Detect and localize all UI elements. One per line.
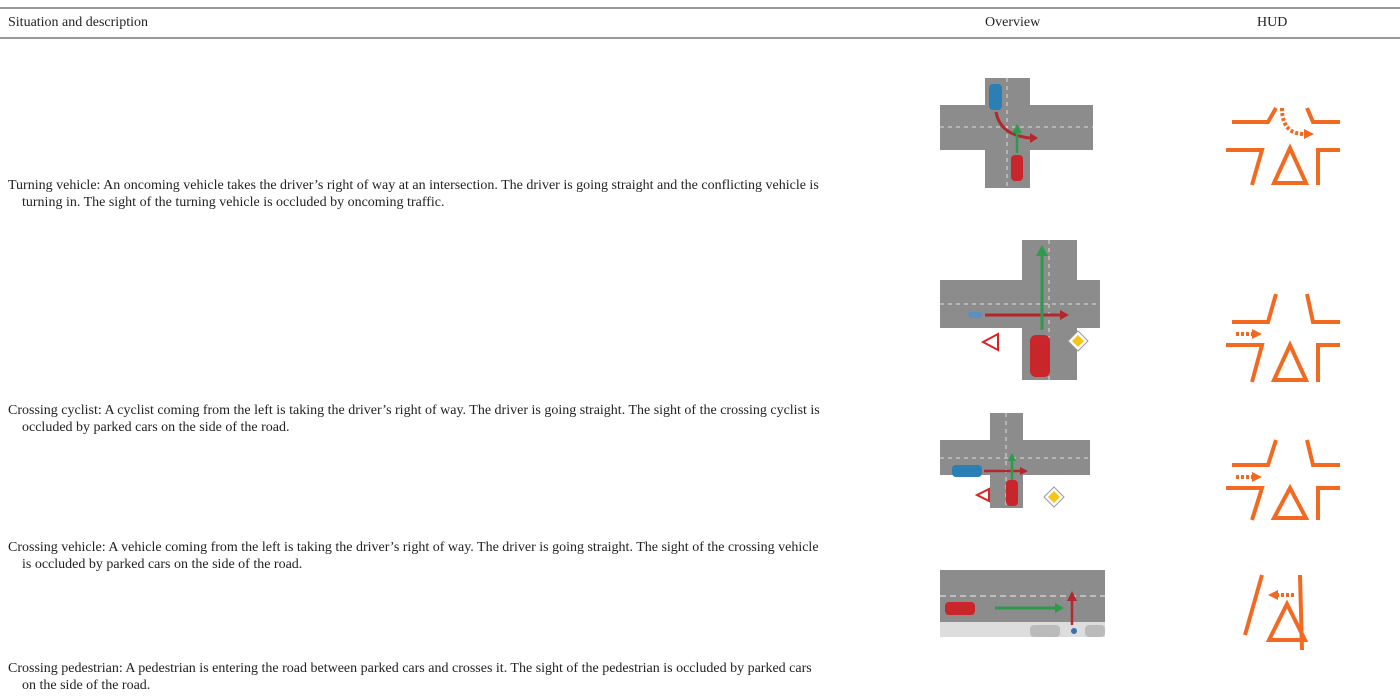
hud-crossing-vehicle [1226,439,1340,521]
row-description: Crossing pedestrian: A pedestrian is ent… [8,661,812,693]
hud-crossing-pedestrian [1243,574,1309,651]
header-cell: Overview [985,15,1041,30]
header-cell: HUD [1257,15,1288,30]
overview-crossing-pedestrian [940,570,1105,637]
row-description: Crossing vehicle: A vehicle coming from … [8,540,819,572]
overview-crossing-vehicle [940,413,1090,508]
row-description: Turning vehicle: An oncoming vehicle tak… [8,178,819,210]
header-cell: Situation and description [8,15,148,30]
hud-turning-vehicle [1226,107,1340,186]
hud-crossing-cyclist [1226,293,1340,383]
overview-crossing-cyclist [940,240,1100,380]
row-description: Crossing cyclist: A cyclist coming from … [8,403,820,435]
overview-turning-vehicle [940,78,1093,188]
